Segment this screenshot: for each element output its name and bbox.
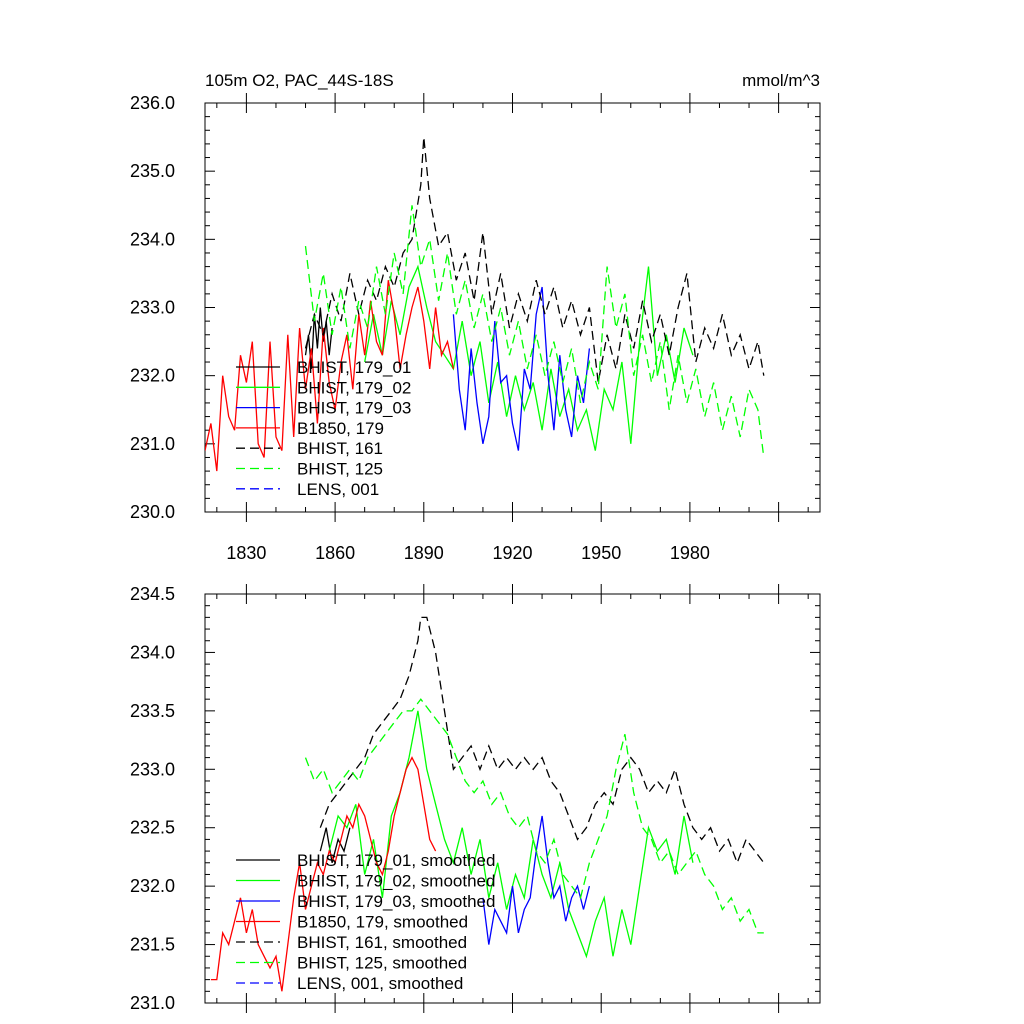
y-tick-label: 232.0 <box>130 876 175 896</box>
y-tick-label: 236.0 <box>130 93 175 113</box>
series-line-0 <box>304 307 333 369</box>
x-tick-label: 1890 <box>404 543 444 563</box>
x-tick-label: 1950 <box>581 543 621 563</box>
series-line-1 <box>364 264 694 451</box>
y-tick-label: 235.0 <box>130 161 175 181</box>
series-line-2 <box>452 286 591 451</box>
y-tick-label: 232.5 <box>130 818 175 838</box>
series-line-1 <box>328 710 694 959</box>
x-tick-label: 1830 <box>226 543 266 563</box>
legend-label: LENS, 001 <box>297 480 379 499</box>
y-tick-label: 233.0 <box>130 298 175 318</box>
series-line-4 <box>304 137 765 383</box>
series-line-0 <box>319 827 351 863</box>
legend-label: BHIST, 179_02 <box>297 378 411 397</box>
y-tick-label: 230.0 <box>130 502 175 522</box>
legend-label: B1850, 179, smoothed <box>297 913 468 932</box>
series-line-3 <box>210 756 437 992</box>
legend-label: BHIST, 179_01, smoothed <box>297 851 495 870</box>
series-line-3 <box>205 280 455 472</box>
y-tick-label: 232.0 <box>130 366 175 386</box>
y-tick-label: 231.0 <box>130 993 175 1013</box>
legend-label: BHIST, 161 <box>297 439 383 458</box>
x-tick-label: 1980 <box>670 543 710 563</box>
legend-label: B1850, 179 <box>297 419 384 438</box>
series-line-5 <box>304 698 764 934</box>
legend-label: BHIST, 125, smoothed <box>297 954 467 973</box>
y-tick-label: 233.0 <box>130 759 175 779</box>
legend-label: LENS, 001, smoothed <box>297 974 463 993</box>
chart-title: 105m O2, PAC_44S-18S <box>205 71 394 90</box>
series-line-2 <box>482 815 591 945</box>
y-tick-label: 234.0 <box>130 229 175 249</box>
y-tick-label: 233.5 <box>130 701 175 721</box>
y-tick-label: 231.5 <box>130 935 175 955</box>
x-tick-label: 1920 <box>492 543 532 563</box>
top-panel: 105m O2, PAC_44S-18S mmol/m^3 1830 1860 1890… <box>130 71 821 563</box>
legend-label: BHIST, 179_03, smoothed <box>297 892 495 911</box>
units-label: mmol/m^3 <box>742 71 820 90</box>
y-tick-label: 231.0 <box>130 434 175 454</box>
y-tick-label: 234.5 <box>130 584 175 604</box>
x-tick-label: 1860 <box>315 543 355 563</box>
series-line-5 <box>304 205 765 458</box>
legend-label: BHIST, 179_02, smoothed <box>297 872 495 891</box>
series-line-4 <box>319 616 765 865</box>
y-tick-label: 234.0 <box>130 642 175 662</box>
legend-label: BHIST, 161, smoothed <box>297 933 467 952</box>
legend-label: BHIST, 179_03 <box>297 399 411 418</box>
legend-label: BHIST, 179_01 <box>297 358 411 377</box>
legend-label: BHIST, 125 <box>297 460 383 479</box>
bottom-panel: 231.0 231.5 232.0 232.5 233.0 233.5 234.0 234.5… <box>130 584 821 1013</box>
